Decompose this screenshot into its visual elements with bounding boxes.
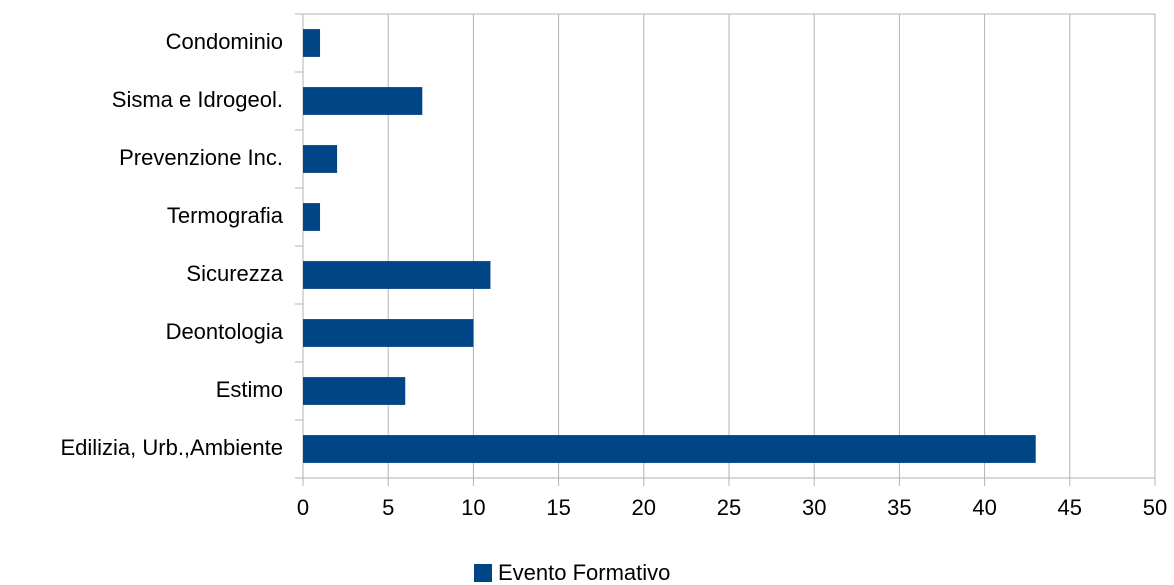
x-tick-label: 40	[972, 495, 996, 520]
category-labels: Condominio Sisma e Idrogeol. Prevenzione I…	[60, 29, 283, 460]
category-label: Deontologia	[166, 319, 284, 344]
x-tick-label: 25	[717, 495, 741, 520]
category-label: Sisma e Idrogeol.	[112, 87, 283, 112]
category-label: Estimo	[216, 377, 283, 402]
gridlines	[303, 13, 1156, 478]
bar	[303, 435, 1036, 463]
bar	[303, 377, 406, 405]
x-tick-label: 20	[632, 495, 656, 520]
x-tick-label: 10	[461, 495, 485, 520]
category-label: Condominio	[166, 29, 283, 54]
bar	[303, 145, 338, 173]
category-label: Sicurezza	[186, 261, 283, 286]
bar	[303, 319, 474, 347]
x-tick-label: 50	[1143, 495, 1167, 520]
x-tick-label: 30	[802, 495, 826, 520]
bar	[303, 87, 423, 115]
x-tick-label: 15	[546, 495, 570, 520]
legend-label: Evento Formativo	[498, 560, 670, 585]
bars	[303, 29, 1036, 463]
x-tick-label: 35	[887, 495, 911, 520]
x-tick-label: 0	[297, 495, 309, 520]
bar	[303, 29, 321, 57]
legend: Evento Formativo	[474, 560, 670, 585]
category-label: Edilizia, Urb.,Ambiente	[60, 435, 283, 460]
x-tick-label: 45	[1058, 495, 1082, 520]
bar	[303, 261, 491, 289]
axes	[295, 13, 1156, 486]
bar	[303, 203, 321, 231]
category-label: Prevenzione Inc.	[119, 145, 283, 170]
category-label: Termografia	[167, 203, 284, 228]
x-tick-label: 5	[382, 495, 394, 520]
x-tick-labels: 0 5 10 15 20 25 30 35 40 45 50	[297, 495, 1167, 520]
legend-swatch	[474, 564, 492, 582]
